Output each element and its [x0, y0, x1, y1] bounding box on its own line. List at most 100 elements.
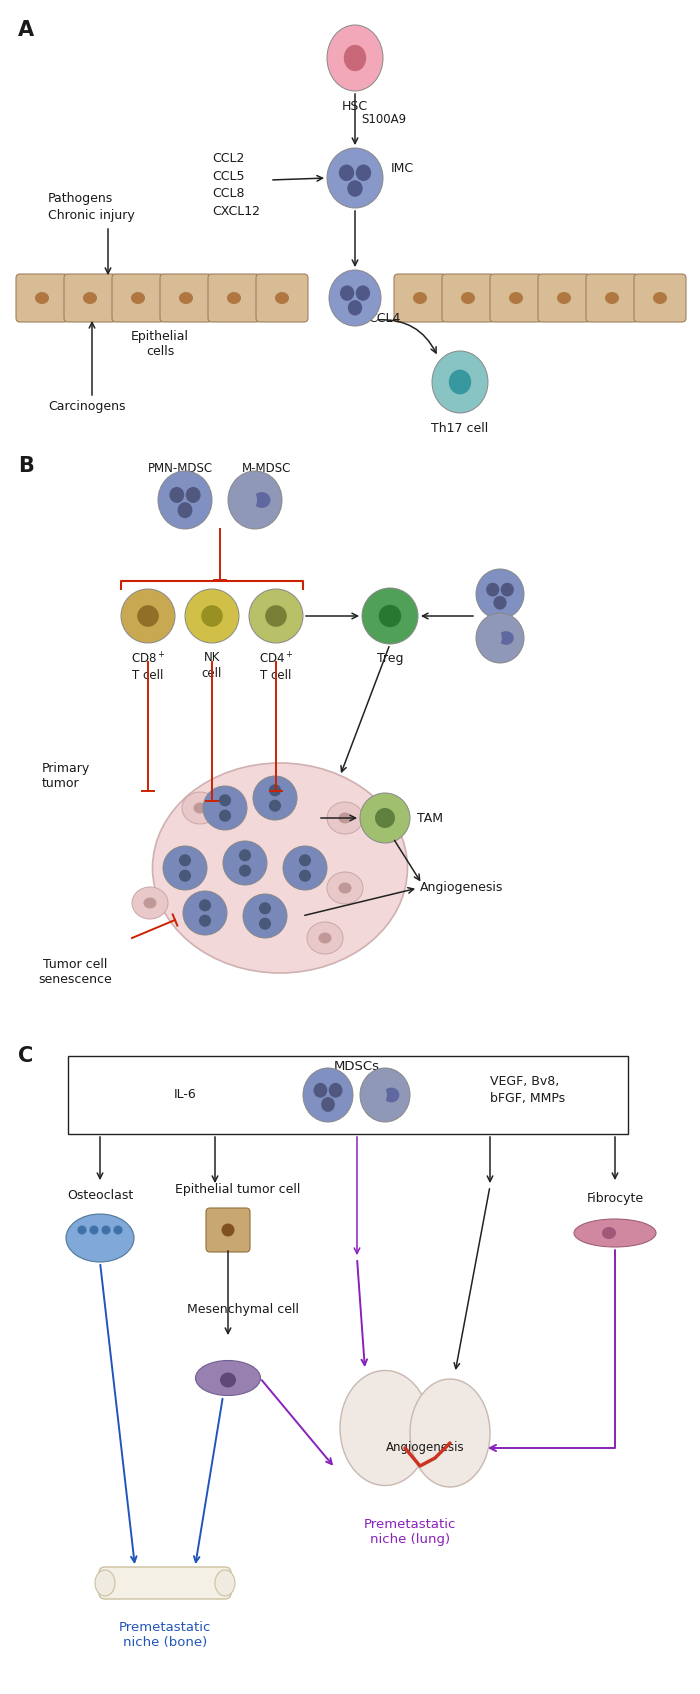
Ellipse shape — [449, 369, 471, 395]
Text: Th17 cell: Th17 cell — [431, 422, 489, 435]
Ellipse shape — [265, 605, 287, 627]
Ellipse shape — [83, 291, 97, 303]
Ellipse shape — [219, 794, 231, 806]
Ellipse shape — [574, 1220, 656, 1247]
Ellipse shape — [249, 590, 303, 644]
Text: Angiogenesis: Angiogenesis — [420, 881, 503, 894]
Ellipse shape — [269, 800, 281, 811]
Ellipse shape — [201, 605, 223, 627]
Ellipse shape — [318, 932, 332, 944]
Ellipse shape — [327, 25, 383, 91]
Ellipse shape — [602, 1226, 616, 1238]
Ellipse shape — [410, 1379, 490, 1487]
Ellipse shape — [223, 840, 267, 884]
Ellipse shape — [219, 810, 231, 822]
Ellipse shape — [340, 1370, 430, 1486]
Ellipse shape — [259, 918, 271, 930]
Text: PMN-MDSC: PMN-MDSC — [148, 462, 213, 474]
Ellipse shape — [344, 44, 366, 71]
FancyBboxPatch shape — [442, 274, 494, 322]
Ellipse shape — [486, 583, 499, 596]
FancyBboxPatch shape — [16, 274, 68, 322]
Ellipse shape — [199, 900, 211, 911]
FancyBboxPatch shape — [634, 274, 686, 322]
Ellipse shape — [90, 1225, 99, 1235]
Ellipse shape — [186, 486, 201, 503]
Ellipse shape — [653, 291, 667, 303]
Text: IMC: IMC — [391, 161, 414, 174]
Ellipse shape — [185, 590, 239, 644]
Ellipse shape — [283, 845, 327, 889]
Ellipse shape — [327, 872, 363, 905]
Ellipse shape — [228, 471, 282, 529]
Ellipse shape — [307, 922, 343, 954]
Ellipse shape — [203, 786, 247, 830]
Ellipse shape — [500, 583, 514, 596]
Text: Premetastatic
niche (lung): Premetastatic niche (lung) — [364, 1518, 456, 1547]
Ellipse shape — [379, 605, 401, 627]
Ellipse shape — [193, 803, 206, 813]
Text: M-MDSC: M-MDSC — [242, 462, 292, 474]
Ellipse shape — [215, 1570, 235, 1596]
Text: NK
cell: NK cell — [202, 650, 222, 679]
Ellipse shape — [113, 1225, 122, 1235]
Text: CCL4: CCL4 — [368, 312, 400, 325]
Ellipse shape — [360, 1067, 410, 1121]
Ellipse shape — [375, 808, 395, 828]
Ellipse shape — [509, 291, 523, 303]
Ellipse shape — [275, 291, 289, 303]
Ellipse shape — [121, 590, 175, 644]
FancyBboxPatch shape — [586, 274, 638, 322]
Text: Carcinogens: Carcinogens — [48, 400, 125, 413]
Text: CD4$^+$
T cell: CD4$^+$ T cell — [259, 650, 293, 683]
Ellipse shape — [356, 285, 370, 302]
Ellipse shape — [494, 596, 507, 610]
Ellipse shape — [144, 898, 157, 908]
Text: A: A — [18, 20, 34, 41]
Ellipse shape — [239, 849, 251, 861]
Ellipse shape — [339, 813, 351, 823]
Ellipse shape — [327, 801, 363, 833]
Text: Epithelial
cells: Epithelial cells — [131, 330, 189, 357]
FancyBboxPatch shape — [99, 1567, 231, 1599]
Text: Treg: Treg — [377, 652, 403, 666]
Ellipse shape — [158, 471, 212, 529]
Ellipse shape — [476, 613, 524, 662]
FancyBboxPatch shape — [208, 274, 260, 322]
Ellipse shape — [153, 762, 407, 972]
Ellipse shape — [95, 1570, 115, 1596]
Ellipse shape — [221, 1223, 234, 1237]
Ellipse shape — [299, 854, 311, 866]
Text: B: B — [18, 456, 34, 476]
Ellipse shape — [476, 569, 524, 618]
Text: Premetastatic
niche (bone): Premetastatic niche (bone) — [119, 1621, 211, 1648]
Ellipse shape — [182, 793, 218, 823]
Ellipse shape — [498, 632, 514, 645]
Ellipse shape — [605, 291, 619, 303]
Ellipse shape — [432, 351, 488, 413]
Ellipse shape — [339, 164, 354, 181]
Ellipse shape — [66, 1215, 134, 1262]
FancyBboxPatch shape — [490, 274, 542, 322]
Text: Angiogenesis: Angiogenesis — [386, 1442, 464, 1455]
Text: VEGF, Bv8,
bFGF, MMPs: VEGF, Bv8, bFGF, MMPs — [490, 1076, 565, 1104]
FancyBboxPatch shape — [64, 274, 116, 322]
Ellipse shape — [195, 1360, 260, 1396]
Ellipse shape — [299, 869, 311, 883]
Ellipse shape — [199, 915, 211, 927]
Ellipse shape — [303, 1067, 353, 1121]
Ellipse shape — [383, 1088, 400, 1103]
Text: HSC: HSC — [342, 100, 368, 113]
Ellipse shape — [339, 883, 351, 893]
FancyBboxPatch shape — [160, 274, 212, 322]
Text: Primary
tumor: Primary tumor — [42, 762, 90, 789]
Ellipse shape — [183, 891, 227, 935]
Ellipse shape — [378, 1088, 387, 1103]
Ellipse shape — [131, 291, 145, 303]
Ellipse shape — [248, 491, 257, 508]
Ellipse shape — [179, 854, 191, 866]
Ellipse shape — [360, 793, 410, 844]
Ellipse shape — [132, 888, 168, 920]
Text: S100A9: S100A9 — [361, 113, 406, 125]
FancyBboxPatch shape — [394, 274, 446, 322]
